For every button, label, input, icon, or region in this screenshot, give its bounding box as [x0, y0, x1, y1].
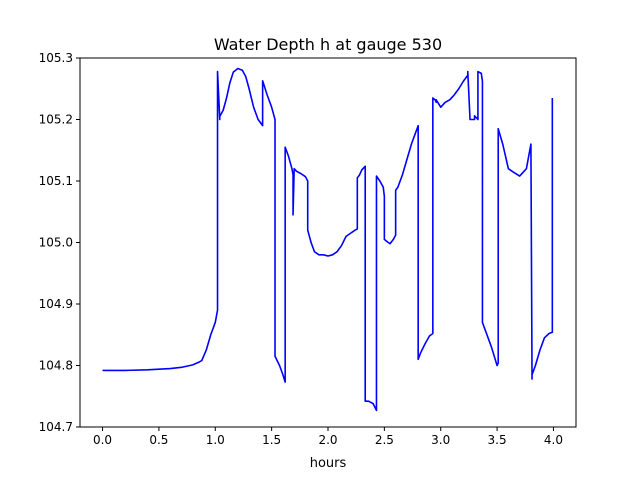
x-axis: 0.0 0.5 1.0 1.5 2.0 2.5 3.0 3.5 4.0: [93, 427, 563, 447]
plot-area-frame: [79, 57, 577, 428]
x-tick-label: 2.0: [318, 433, 337, 447]
x-tick-label: 4.0: [544, 433, 563, 447]
chart-title: Water Depth h at gauge 530: [214, 35, 442, 54]
x-tick-label: 0.0: [93, 433, 112, 447]
y-tick-label: 105.0: [39, 236, 73, 250]
series-line-0: [102, 67, 554, 412]
y-tick-label: 104.8: [39, 359, 73, 373]
x-tick-label: 3.0: [431, 433, 450, 447]
y-tick-label: 104.9: [39, 297, 73, 311]
x-tick-label: 2.5: [375, 433, 394, 447]
y-tick-label: 105.3: [39, 51, 73, 65]
y-tick-label: 105.2: [39, 113, 73, 127]
x-tick-label: 3.5: [488, 433, 507, 447]
x-axis-label: hours: [310, 456, 347, 471]
y-axis: 104.7 104.8 104.9 105.0 105.1 105.2 105.3: [39, 51, 80, 434]
y-tick-label: 105.1: [39, 174, 73, 188]
series-layer: [102, 67, 554, 412]
y-tick-label: 104.7: [39, 420, 73, 434]
x-tick-label: 1.5: [262, 433, 281, 447]
x-tick-label: 0.5: [149, 433, 168, 447]
x-tick-label: 1.0: [206, 433, 225, 447]
